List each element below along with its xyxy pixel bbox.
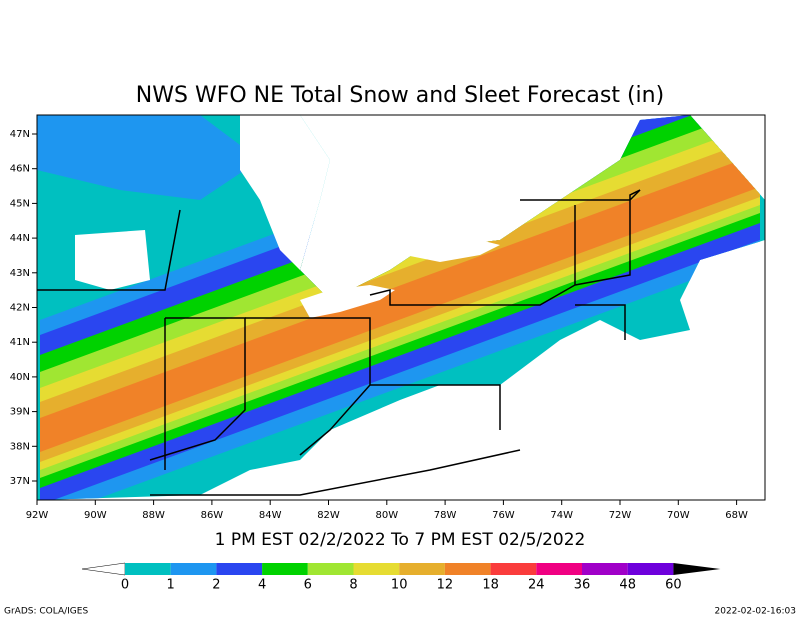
- lat-label: 44N: [10, 233, 30, 244]
- lat-label: 46N: [10, 164, 30, 175]
- snow-bands: [37, 115, 765, 500]
- colorbar-segment: [444, 563, 491, 575]
- colorbar-segment: [582, 563, 628, 575]
- lon-label: 76W: [492, 510, 515, 521]
- border: [520, 189, 641, 201]
- lat-label: 47N: [10, 129, 30, 140]
- water-and-unshaded: [75, 115, 500, 318]
- lon-label: 68W: [725, 510, 748, 521]
- colorbar-segment: [490, 563, 537, 575]
- lat-label: 39N: [10, 407, 30, 418]
- border: [149, 317, 246, 461]
- colorbar-label: 36: [574, 578, 591, 593]
- lake-huron: [240, 115, 330, 270]
- colorbar-segment: [216, 563, 263, 575]
- colorbar-label: 1: [167, 578, 175, 593]
- lon-label: 74W: [550, 510, 573, 521]
- colorbar-label: 6: [304, 578, 312, 593]
- footer-left: GrADS: COLA/IGES: [4, 607, 88, 617]
- valid-period: 1 PM EST 02/2/2022 To 7 PM EST 02/5/2022: [215, 530, 586, 550]
- lat-label: 37N: [10, 476, 30, 487]
- colorbar-label: 4: [258, 578, 266, 593]
- lon-label: 70W: [667, 510, 690, 521]
- lat-label: 42N: [10, 303, 30, 314]
- lon-label: 82W: [317, 510, 340, 521]
- colorbar-segment: [125, 563, 171, 575]
- colorbar-segment: [353, 563, 400, 575]
- colorbar-segment: [399, 563, 445, 575]
- lake-ontario: [405, 240, 500, 262]
- footer-right: 2022-02-02-16:03: [715, 607, 797, 617]
- border: [150, 449, 521, 496]
- lon-label: 72W: [609, 510, 632, 521]
- colorbar-label: 2: [212, 578, 220, 593]
- colorbar-label: 48: [619, 578, 636, 593]
- map-title: NWS WFO NE Total Snow and Sleet Forecast…: [136, 83, 664, 108]
- colorbar-label: 10: [391, 578, 408, 593]
- axes: 92W 90W 88W 86W 84W 82W 80W 78W 76W 74W 72W 70W 68W 4…: [10, 129, 748, 521]
- border: [369, 205, 576, 306]
- state-borders: [37, 189, 641, 496]
- band: [37, 115, 260, 200]
- colorbar-label: 12: [437, 578, 454, 593]
- colorbar: 0 1 2 4 6 8 10 12 18 24 36 48 60: [81, 562, 721, 593]
- colorbar-label: 8: [349, 578, 357, 593]
- border: [37, 209, 181, 291]
- lat-label: 43N: [10, 268, 30, 279]
- colorbar-label: 18: [482, 578, 499, 593]
- lat-label: 40N: [10, 372, 30, 383]
- colorbar-segment: [627, 563, 674, 575]
- lon-label: 78W: [434, 510, 457, 521]
- lake-erie: [300, 285, 395, 318]
- lat-label: 45N: [10, 198, 30, 209]
- colorbar-segment: [262, 563, 308, 575]
- colorbar-under: [81, 562, 126, 576]
- colorbar-label: 0: [121, 578, 129, 593]
- colorbar-segment: [307, 563, 354, 575]
- colorbar-segment: [536, 563, 582, 575]
- border: [370, 384, 501, 430]
- lon-label: 84W: [259, 510, 282, 521]
- colorbar-over: [673, 563, 721, 575]
- lon-label: 86W: [201, 510, 224, 521]
- lat-label: 38N: [10, 441, 30, 452]
- colorbar-label: 60: [665, 578, 682, 593]
- lon-label: 92W: [26, 510, 49, 521]
- lon-label: 80W: [375, 510, 398, 521]
- colorbar-label: 24: [528, 578, 545, 593]
- lat-label: 41N: [10, 337, 30, 348]
- lon-label: 90W: [84, 510, 107, 521]
- border: [575, 304, 626, 340]
- lon-label: 88W: [142, 510, 165, 521]
- colorbar-segment: [170, 563, 217, 575]
- band: [40, 153, 760, 452]
- border: [574, 189, 641, 286]
- unshaded-area: [75, 230, 150, 290]
